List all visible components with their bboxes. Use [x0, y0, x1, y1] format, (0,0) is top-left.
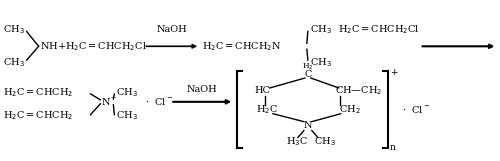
Text: NaOH: NaOH: [157, 25, 188, 34]
Text: CH—CH$_2$: CH—CH$_2$: [335, 85, 382, 97]
Text: CH$_3$: CH$_3$: [2, 56, 25, 69]
Text: CH$_3$: CH$_3$: [116, 86, 138, 99]
Text: H$_2$C: H$_2$C: [256, 103, 278, 116]
Text: H$_2$C$=$CHCH$_2$N: H$_2$C$=$CHCH$_2$N: [202, 40, 281, 53]
Text: H$_2$: H$_2$: [302, 62, 314, 72]
Text: NH+H$_2$C$=$CHCH$_2$Cl: NH+H$_2$C$=$CHCH$_2$Cl: [40, 40, 146, 53]
Text: CH$_3$: CH$_3$: [2, 23, 25, 36]
Text: N$^+$: N$^+$: [102, 95, 118, 108]
Text: N: N: [304, 121, 312, 130]
Text: CH$_3$: CH$_3$: [116, 109, 138, 122]
Text: $\cdot$  Cl$^-$: $\cdot$ Cl$^-$: [146, 96, 174, 107]
Text: +: +: [390, 68, 397, 77]
Text: $\cdot$  Cl$^-$: $\cdot$ Cl$^-$: [402, 104, 430, 115]
Text: CH$_3$: CH$_3$: [314, 135, 336, 148]
Text: CH$_2$: CH$_2$: [339, 103, 360, 116]
Text: H$_2$C$=$CHCH$_2$: H$_2$C$=$CHCH$_2$: [2, 109, 73, 122]
Text: CH$_3$: CH$_3$: [310, 23, 332, 36]
Text: H$_2$C$=$CHCH$_2$Cl: H$_2$C$=$CHCH$_2$Cl: [338, 23, 419, 36]
Text: H$_3$C: H$_3$C: [286, 135, 308, 148]
Text: C: C: [304, 70, 312, 79]
Text: HC: HC: [254, 86, 270, 95]
Text: H$_2$C$=$CHCH$_2$: H$_2$C$=$CHCH$_2$: [2, 86, 73, 99]
Text: CH$_3$: CH$_3$: [310, 56, 332, 69]
Text: n: n: [390, 143, 396, 152]
Text: NaOH: NaOH: [187, 85, 218, 94]
